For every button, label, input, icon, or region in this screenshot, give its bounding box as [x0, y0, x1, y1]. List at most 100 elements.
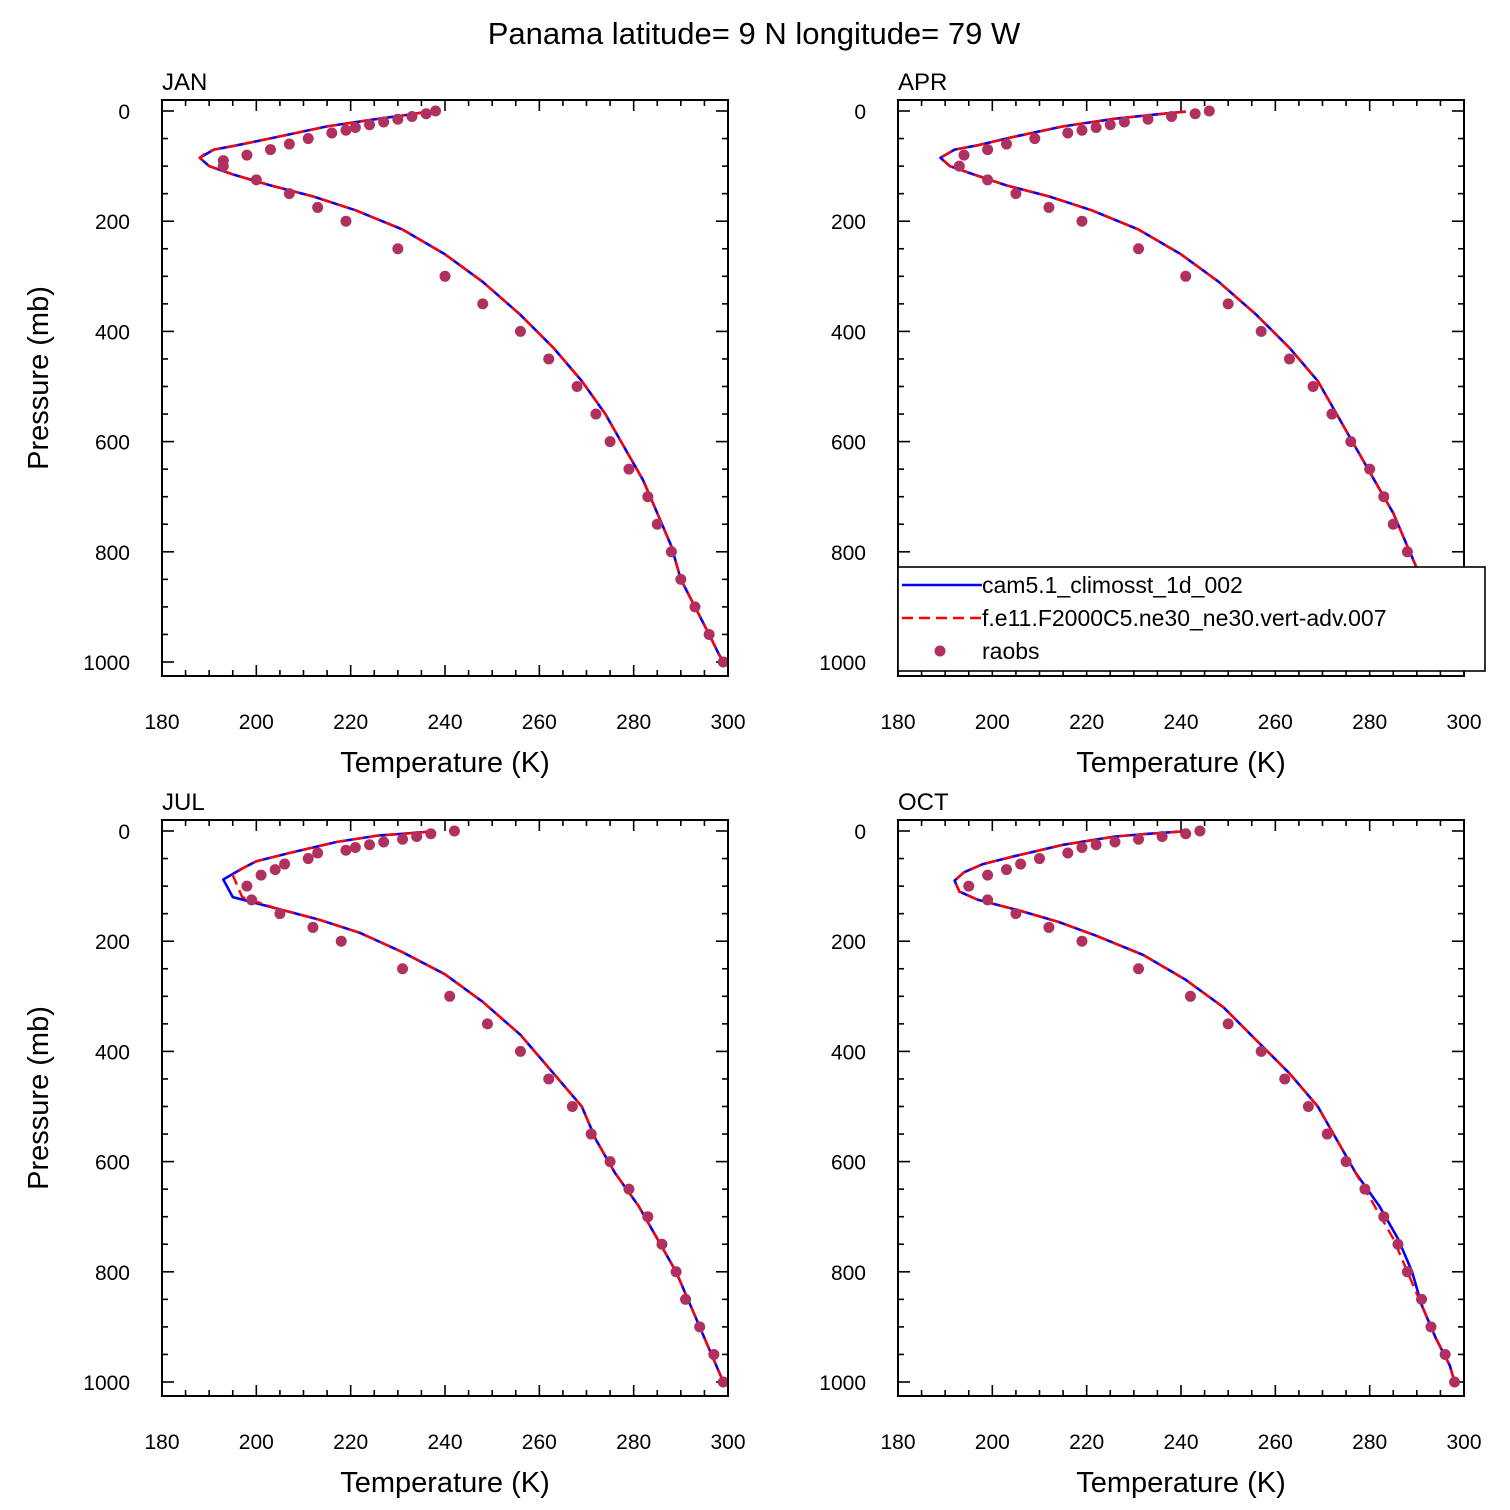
raobs-point: [1180, 270, 1192, 282]
x-tick-label: 280: [1352, 711, 1387, 734]
y-tick-label: 200: [95, 211, 130, 234]
y-tick-label: 200: [831, 211, 866, 234]
raobs-point: [1104, 119, 1116, 131]
y-tick-label: 200: [831, 931, 866, 954]
vert-adv-007-line: [198, 111, 725, 663]
raobs-point: [566, 1101, 578, 1112]
raobs-point: [1000, 864, 1012, 876]
legend: cam5.1_climosst_1d_002 f.e11.F2000C5.ne30…: [897, 566, 1486, 672]
raobs-point: [439, 270, 451, 282]
cam5-1-climosst-line: [198, 111, 725, 663]
raobs-point: [246, 894, 258, 906]
raobs-point: [585, 1128, 597, 1140]
raobs-point: [1378, 491, 1390, 503]
raobs-point: [250, 174, 262, 186]
raobs-point: [1133, 833, 1145, 845]
raobs-point: [670, 1266, 682, 1278]
raobs-point: [543, 1073, 555, 1085]
raobs-markers: [241, 825, 728, 1388]
plot-area: [198, 105, 728, 668]
y-tick-label: 0: [118, 101, 130, 124]
raobs-point: [340, 124, 352, 136]
plot-frame: [897, 819, 1465, 1397]
raobs-point: [1203, 105, 1215, 117]
raobs-point: [1015, 858, 1027, 870]
raobs-point: [283, 188, 295, 200]
x-tick-label: 240: [427, 711, 462, 734]
raobs-point: [481, 1018, 493, 1030]
ticks: [161, 100, 729, 676]
raobs-point: [1109, 836, 1121, 848]
raobs-point: [1321, 1128, 1333, 1140]
raobs-point: [425, 828, 437, 840]
raobs-point: [1283, 353, 1295, 365]
raobs-point: [1401, 1266, 1413, 1278]
raobs-point: [656, 1238, 668, 1250]
raobs-point: [1401, 546, 1413, 558]
raobs-point: [1222, 298, 1234, 310]
y-tick-label: 600: [95, 1152, 130, 1175]
raobs-point: [1189, 108, 1201, 120]
y-tick-label: 1000: [83, 1372, 130, 1395]
raobs-point: [703, 628, 715, 640]
raobs-point: [1142, 113, 1154, 125]
raobs-point: [958, 149, 970, 161]
raobs-point: [982, 144, 994, 156]
y-axis-label: Pressure (mb): [23, 1006, 55, 1190]
raobs-point: [1076, 842, 1088, 854]
raobs-point: [604, 436, 616, 448]
x-tick-label: 300: [710, 1431, 745, 1454]
x-tick-label: 240: [427, 1431, 462, 1454]
x-tick-label: 220: [1069, 1431, 1104, 1454]
raobs-point: [1118, 116, 1130, 128]
raobs-point: [397, 963, 409, 975]
legend-box: [897, 566, 1486, 672]
y-tick-label: 400: [831, 321, 866, 344]
raobs-point: [963, 880, 975, 892]
x-tick-label: 240: [1163, 1431, 1198, 1454]
raobs-point: [312, 201, 324, 213]
raobs-point: [623, 463, 635, 475]
y-tick-label: 1000: [819, 1372, 866, 1395]
cam5-1-climosst-line: [953, 830, 1456, 1383]
raobs-point: [340, 215, 352, 227]
raobs-point: [642, 1211, 654, 1223]
raobs-point: [378, 116, 390, 128]
y-tick-label: 400: [95, 321, 130, 344]
x-tick-label: 220: [1069, 711, 1104, 734]
raobs-point: [1010, 188, 1022, 200]
raobs-point: [392, 113, 404, 125]
cam5-1-climosst-line: [222, 830, 725, 1383]
y-tick-label: 600: [831, 1152, 866, 1175]
raobs-point: [1222, 1018, 1234, 1030]
raobs-point: [430, 105, 442, 117]
raobs-point: [241, 880, 253, 892]
x-tick-label: 200: [975, 711, 1010, 734]
raobs-point: [1425, 1321, 1437, 1333]
legend-marker-raobs: [934, 645, 946, 657]
raobs-point: [1166, 111, 1178, 123]
ticks: [897, 820, 1465, 1396]
raobs-point: [364, 839, 376, 851]
panel-label: APR: [898, 69, 947, 96]
raobs-point: [1062, 127, 1074, 139]
raobs-point: [571, 381, 583, 392]
panels: JAN 180 200 220 240 260 280 300 0 200 400 600 800 100…: [23, 69, 1486, 1499]
raobs-point: [1449, 1376, 1461, 1388]
raobs-point: [1090, 122, 1102, 134]
raobs-point: [444, 990, 456, 1002]
raobs-point: [420, 108, 432, 120]
vert-adv-007-line: [953, 830, 1456, 1383]
x-tick-label: 180: [144, 1431, 179, 1454]
raobs-point: [1345, 436, 1357, 448]
raobs-point: [1034, 853, 1045, 865]
raobs-point: [392, 243, 404, 255]
plot-area: [953, 825, 1461, 1388]
x-tick-label: 200: [239, 711, 274, 734]
y-tick-label: 0: [854, 821, 866, 844]
x-axis-label: Temperature (K): [1076, 747, 1286, 779]
raobs-point: [1387, 518, 1399, 530]
legend-label-vert-adv-007: f.e11.F2000C5.ne30_ne30.vert-adv.007: [982, 605, 1387, 631]
raobs-point: [1326, 408, 1338, 420]
